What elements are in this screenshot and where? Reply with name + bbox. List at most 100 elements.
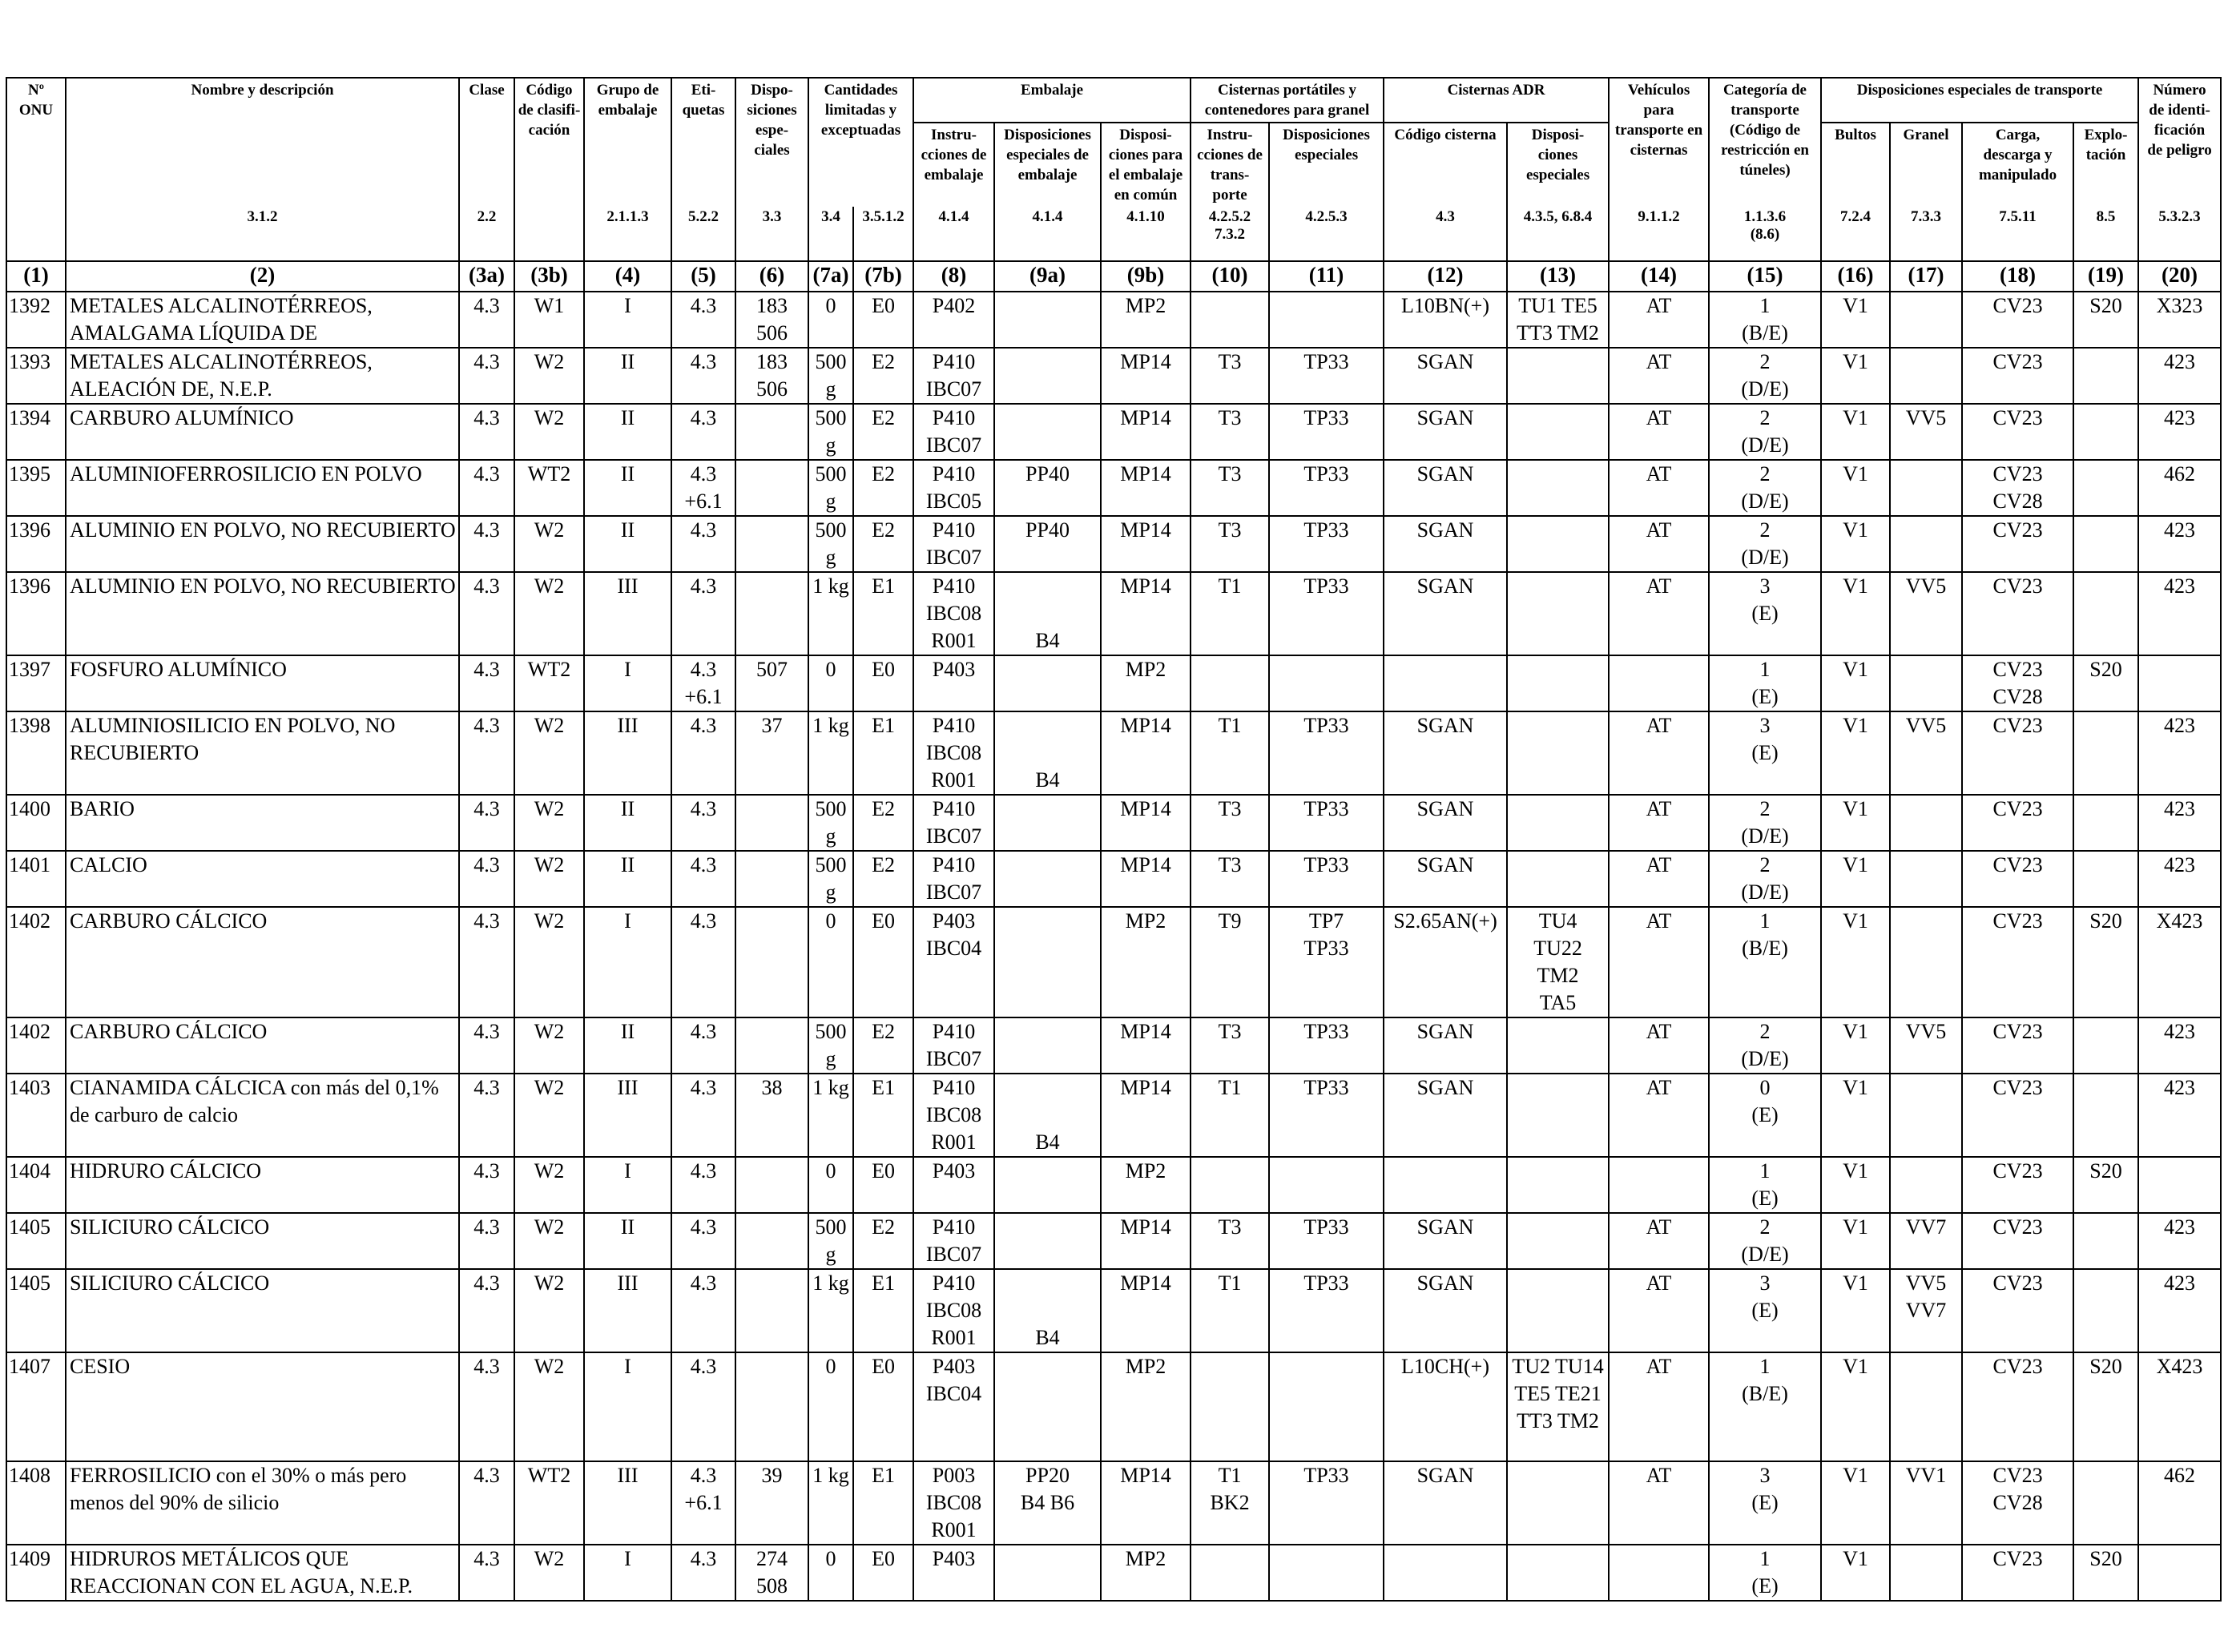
table-cell: W2: [514, 1212, 585, 1270]
table-cell: [1608, 655, 1710, 712]
table-cell: MP14: [1100, 571, 1192, 656]
table-cell: I: [583, 1156, 672, 1214]
table-cell: [735, 1212, 809, 1270]
table-cell: CV23: [1961, 1017, 2075, 1074]
table-cell: II: [583, 403, 672, 461]
table-row: 1402 CARBURO CÁLCICO 4.3 W2 II 4.3 500 g E2 P410…: [6, 1017, 2222, 1074]
table-cell: CV23: [1961, 1156, 2075, 1214]
table-cell: P410 IBC05: [913, 459, 996, 517]
table-cell: E1: [852, 571, 915, 656]
header-column-number: (16): [1820, 260, 1892, 292]
header-disp-transporte: Disposiciones especiales de transporte: [1820, 77, 2140, 123]
header-ref-cell: 5.3.2.3: [2137, 207, 2222, 262]
table-cell: SGAN: [1383, 711, 1509, 796]
table-cell: W2: [514, 1544, 585, 1602]
table-cell: 423: [2137, 711, 2222, 796]
header-disp-esp-adr: Disposi- ciones especiales: [1506, 122, 1610, 207]
header-bultos: Bultos: [1820, 122, 1892, 207]
substance-name-cell: HIDRUROS METÁLICOS QUE REACCIONAN CON EL…: [65, 1544, 460, 1602]
table-cell: 2 (D/E): [1708, 515, 1823, 573]
table-cell: MP14: [1100, 1073, 1192, 1158]
table-cell: V1: [1820, 347, 1892, 405]
header-column-number: (9a): [993, 260, 1102, 292]
table-cell: SGAN: [1383, 515, 1509, 573]
table-cell: P410 IBC07: [913, 1017, 996, 1074]
table-cell: S20: [2073, 291, 2140, 349]
header-column-number: (7b): [852, 260, 915, 292]
table-cell: W2: [514, 403, 585, 461]
table-cell: MP14: [1100, 794, 1192, 852]
table-cell: 38: [735, 1073, 809, 1158]
table-cell: WT2: [514, 655, 585, 712]
table-cell: 4.3: [458, 711, 515, 796]
table-cell: [735, 515, 809, 573]
table-cell: [993, 655, 1102, 712]
table-cell: 2 (D/E): [1708, 403, 1823, 461]
onu-number-cell: 1404: [6, 1156, 66, 1214]
table-cell: W2: [514, 515, 585, 573]
table-cell: P410 IBC07: [913, 794, 996, 852]
table-cell: 500 g: [808, 515, 854, 573]
table-cell: CV23: [1961, 1073, 2075, 1158]
table-cell: V1: [1820, 1212, 1892, 1270]
table-cell: [1889, 1156, 1964, 1214]
table-cell: 423: [2137, 1268, 2222, 1353]
table-cell: TP33: [1268, 1073, 1385, 1158]
table-cell: SGAN: [1383, 459, 1509, 517]
table-cell: WT2: [514, 1461, 585, 1545]
table-cell: [735, 794, 809, 852]
table-cell: 4.3: [458, 291, 515, 349]
table-row: 1403 CIANAMIDA CÁLCICA con más del 0,1% d…: [6, 1073, 2222, 1158]
table-cell: III: [583, 1073, 672, 1158]
table-cell: 0: [808, 906, 854, 1018]
table-cell: [1506, 571, 1610, 656]
table-cell: E1: [852, 1268, 915, 1353]
table-cell: W2: [514, 794, 585, 852]
table-cell: [735, 906, 809, 1018]
table-cell: 4.3: [671, 1212, 736, 1270]
table-cell: [2073, 403, 2140, 461]
table-cell: 2 (D/E): [1708, 1212, 1823, 1270]
table-cell: 500 g: [808, 459, 854, 517]
table-cell: V1: [1820, 794, 1892, 852]
header-etiquetas: Eti- quetas: [671, 77, 736, 207]
table-cell: E2: [852, 515, 915, 573]
table-cell: SGAN: [1383, 1461, 1509, 1545]
substance-name-cell: CALCIO: [65, 850, 460, 908]
table-cell: V1: [1820, 1461, 1892, 1545]
table-cell: V1: [1820, 1156, 1892, 1214]
table-cell: [1506, 403, 1610, 461]
table-cell: [993, 403, 1102, 461]
table-cell: 4.3: [671, 1352, 736, 1462]
table-cell: 4.3: [458, 850, 515, 908]
table-cell: [1506, 1212, 1610, 1270]
table-cell: 2 (D/E): [1708, 347, 1823, 405]
header-ref-cell: 2.1.1.3: [583, 207, 672, 262]
table-cell: CV23: [1961, 850, 2075, 908]
header-explotacion: Explo- tación: [2073, 122, 2140, 207]
table-cell: T1 BK2: [1190, 1461, 1271, 1545]
table-cell: 4.3: [671, 1156, 736, 1214]
table-cell: MP14: [1100, 850, 1192, 908]
table-cell: MP14: [1100, 1268, 1192, 1353]
table-cell: SGAN: [1383, 1212, 1509, 1270]
table-cell: V1: [1820, 655, 1892, 712]
table-cell: E1: [852, 1073, 915, 1158]
table-cell: W2: [514, 1156, 585, 1214]
table-cell: E1: [852, 1461, 915, 1545]
table-cell: [1383, 1544, 1509, 1602]
table-cell: [1506, 459, 1610, 517]
table-cell: T3: [1190, 515, 1271, 573]
table-cell: 39: [735, 1461, 809, 1545]
table-cell: AT: [1608, 1461, 1710, 1545]
table-cell: 4.3: [458, 571, 515, 656]
table-cell: [993, 1156, 1102, 1214]
table-cell: 1 kg: [808, 1268, 854, 1353]
table-cell: SGAN: [1383, 403, 1509, 461]
substance-name-cell: BARIO: [65, 794, 460, 852]
header-column-number: (20): [2137, 260, 2222, 292]
header-cisternas-adr: Cisternas ADR: [1383, 77, 1610, 123]
table-cell: [1268, 1544, 1385, 1602]
table-cell: P410 IBC08 R001: [913, 1073, 996, 1158]
table-cell: T3: [1190, 403, 1271, 461]
